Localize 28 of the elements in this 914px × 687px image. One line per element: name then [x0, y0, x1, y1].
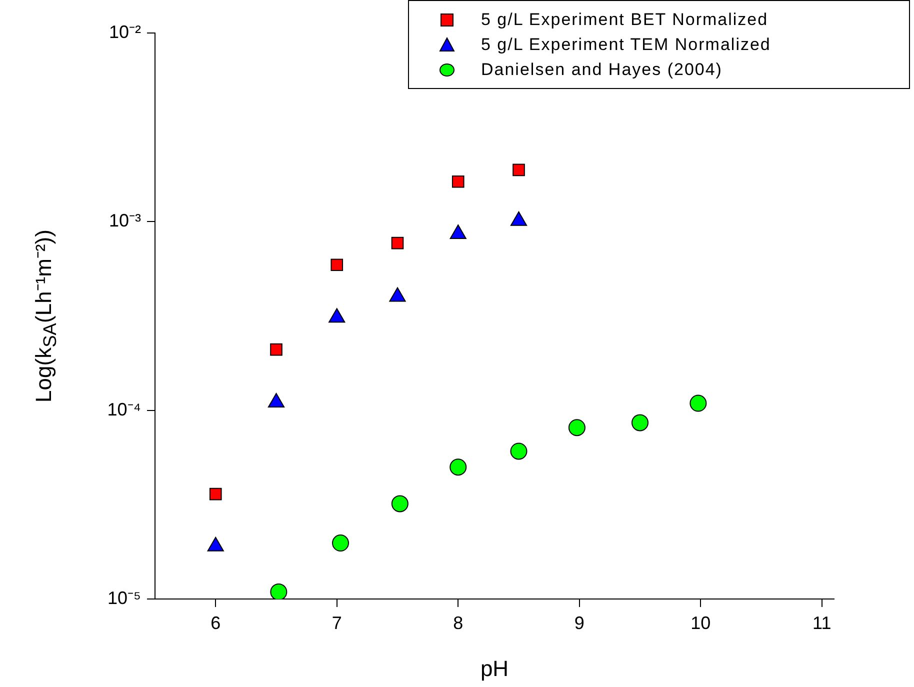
x-axis-title: pH	[480, 656, 509, 681]
point	[270, 583, 288, 599]
point	[568, 419, 586, 436]
point	[391, 236, 404, 250]
point	[510, 442, 528, 460]
point	[332, 534, 350, 552]
legend-label: Danielsen and Hayes (2004)	[481, 60, 722, 80]
point	[330, 258, 344, 272]
point	[450, 458, 467, 476]
point	[512, 164, 525, 176]
x-tick-label: 10	[690, 612, 711, 633]
x-tick-label: 6	[210, 612, 221, 633]
point	[632, 414, 648, 432]
y-tick-label: 10⁻⁵	[108, 588, 141, 608]
legend-label: 5 g/L Experiment TEM Normalized	[481, 34, 771, 54]
point	[270, 343, 282, 356]
point	[690, 394, 707, 412]
point	[209, 488, 222, 500]
y-tick-label: 10⁻³	[108, 210, 142, 231]
y-tick-label: 10⁻⁴	[107, 399, 141, 420]
x-tick-label: 8	[453, 612, 464, 633]
point	[452, 175, 464, 188]
y-tick-label: 10⁻²	[108, 22, 142, 42]
x-tick-label: 9	[574, 612, 584, 633]
x-tick-label: 11	[812, 612, 832, 633]
x-tick-label: 7	[332, 612, 342, 633]
point	[391, 495, 408, 512]
legend-label: 5 g/L Experiment BET Normalized	[481, 10, 768, 30]
